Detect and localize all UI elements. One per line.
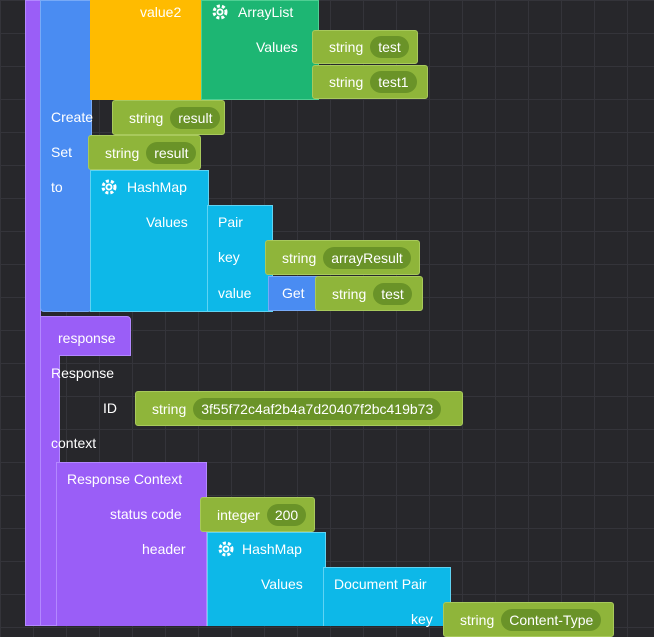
block-title: Document Pair bbox=[334, 576, 427, 592]
response-context-block bbox=[56, 462, 207, 626]
block-title: HashMap bbox=[242, 541, 302, 557]
statement-label: Create bbox=[51, 109, 94, 125]
pair-block bbox=[207, 205, 273, 312]
type-label: string bbox=[332, 285, 367, 302]
block-title: Response bbox=[51, 365, 115, 381]
string-block: string test bbox=[315, 276, 423, 311]
block-title: HashMap bbox=[127, 179, 187, 195]
field-label: header bbox=[142, 541, 186, 557]
gear-icon bbox=[212, 4, 228, 20]
response-block bbox=[40, 316, 131, 356]
value-pill: Content-Type bbox=[501, 608, 602, 631]
statement-label: to bbox=[51, 179, 63, 195]
statement-label: Set bbox=[51, 144, 73, 160]
block-title: ArrayList bbox=[238, 4, 294, 20]
string-block: string test1 bbox=[312, 65, 428, 99]
type-label: string bbox=[282, 249, 317, 266]
set-column bbox=[40, 0, 92, 312]
string-block: string result bbox=[88, 135, 201, 170]
value-pill: 200 bbox=[266, 503, 307, 526]
gear-icon bbox=[218, 541, 234, 557]
field-label: Values bbox=[256, 39, 298, 55]
field-block bbox=[90, 0, 202, 100]
integer-block: integer 200 bbox=[200, 497, 315, 532]
string-block: string Content-Type bbox=[443, 602, 614, 637]
string-block: string 3f55f72c4af2b4a7d20407f2bc419b73 bbox=[135, 391, 463, 426]
gear-icon bbox=[101, 179, 117, 195]
string-block: string result bbox=[112, 100, 225, 135]
outer-block bbox=[25, 0, 41, 626]
arraylist-block bbox=[201, 0, 319, 100]
block-title: Pair bbox=[218, 214, 243, 230]
block-title: Get bbox=[282, 285, 305, 301]
value-pill: result bbox=[146, 141, 197, 164]
value-pill: test bbox=[370, 36, 409, 58]
field-label: ID bbox=[103, 400, 117, 416]
get-block bbox=[268, 276, 324, 311]
type-label: string bbox=[105, 144, 140, 161]
type-label: string bbox=[329, 74, 364, 90]
field-label: Values bbox=[261, 576, 303, 592]
field-label: context bbox=[51, 435, 97, 451]
type-label: string bbox=[329, 39, 364, 55]
field-label: status code bbox=[110, 506, 182, 522]
type-label: string bbox=[460, 611, 495, 628]
field-label: value2 bbox=[140, 4, 182, 20]
type-label: string bbox=[129, 109, 164, 126]
type-label: integer bbox=[217, 506, 260, 523]
block-title: response bbox=[58, 330, 116, 346]
field-label: value bbox=[218, 285, 252, 301]
field-label: key bbox=[218, 249, 240, 265]
field-label: key bbox=[411, 611, 433, 627]
field-label: Values bbox=[146, 214, 188, 230]
value-pill: arrayResult bbox=[323, 246, 411, 269]
type-label: string bbox=[152, 400, 187, 417]
value-pill: result bbox=[170, 106, 221, 129]
pair-block bbox=[323, 567, 451, 626]
value-pill: test1 bbox=[370, 71, 417, 93]
string-block: string arrayResult bbox=[265, 240, 420, 275]
value-pill: 3f55f72c4af2b4a7d20407f2bc419b73 bbox=[193, 397, 442, 420]
value-pill: test bbox=[373, 282, 412, 305]
string-block: string test bbox=[312, 30, 418, 64]
block-title: Response Context bbox=[67, 471, 183, 487]
